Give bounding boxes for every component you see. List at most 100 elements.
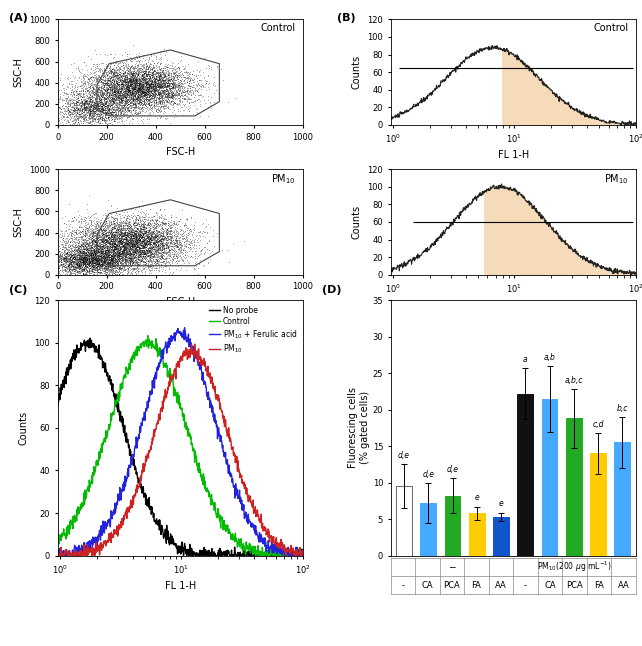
- Point: [135, 63, 146, 73]
- Point: [102, 76, 112, 87]
- Point: [78, 99, 88, 110]
- Point: [89, 231, 100, 242]
- Point: [105, 73, 116, 83]
- Point: [158, 229, 168, 239]
- Point: [138, 229, 148, 239]
- Point: [113, 107, 123, 118]
- Point: [91, 258, 101, 268]
- Point: [83, 238, 93, 249]
- Point: [104, 245, 114, 255]
- Point: [82, 86, 92, 96]
- Point: [97, 227, 107, 238]
- Point: [146, 85, 156, 95]
- Point: [132, 94, 142, 104]
- Point: [82, 256, 92, 267]
- Point: [78, 221, 89, 231]
- Point: [138, 70, 148, 81]
- Point: [100, 239, 110, 249]
- Point: [144, 233, 155, 244]
- Point: [83, 107, 93, 117]
- Point: [125, 81, 135, 91]
- Point: [165, 63, 175, 74]
- Text: (D): (D): [322, 285, 342, 295]
- Point: [120, 90, 130, 101]
- Point: [134, 52, 144, 62]
- Point: [67, 109, 77, 119]
- PM$_{10}$: [114, 532, 121, 540]
- Point: [142, 245, 152, 256]
- Point: [112, 236, 123, 247]
- Point: [92, 261, 103, 271]
- Point: [76, 96, 87, 106]
- Point: [87, 247, 98, 257]
- Point: [117, 116, 128, 127]
- Point: [121, 77, 132, 87]
- Point: [125, 65, 135, 75]
- Point: [143, 95, 153, 105]
- Point: [110, 264, 121, 275]
- Point: [169, 90, 180, 101]
- Point: [59, 255, 69, 265]
- Point: [119, 247, 129, 258]
- Point: [111, 70, 121, 80]
- Point: [123, 236, 133, 247]
- Point: [104, 79, 114, 90]
- Point: [84, 238, 94, 249]
- Point: [101, 82, 111, 92]
- Point: [91, 240, 101, 250]
- Point: [60, 233, 71, 244]
- Point: [199, 72, 209, 83]
- Point: [82, 93, 92, 103]
- Point: [141, 236, 152, 246]
- Point: [125, 85, 135, 96]
- Point: [89, 247, 100, 258]
- Point: [137, 239, 147, 249]
- Point: [114, 69, 125, 79]
- Point: [76, 243, 87, 253]
- Point: [105, 74, 116, 85]
- Point: [120, 105, 130, 116]
- Point: [128, 247, 139, 258]
- Point: [148, 242, 159, 252]
- Point: [74, 249, 84, 259]
- Point: [69, 266, 79, 276]
- Point: [125, 228, 135, 238]
- Point: [173, 103, 183, 114]
- Point: [80, 76, 90, 86]
- Point: [128, 233, 138, 243]
- Point: [121, 234, 131, 244]
- Point: [123, 260, 134, 270]
- Point: [89, 269, 99, 279]
- Point: [137, 74, 147, 85]
- Point: [127, 257, 137, 267]
- Point: [98, 223, 108, 233]
- Point: [132, 242, 142, 252]
- Point: [116, 83, 126, 94]
- Point: [126, 234, 137, 245]
- Point: [141, 74, 152, 84]
- Point: [159, 233, 169, 244]
- Point: [106, 244, 116, 255]
- Point: [130, 80, 140, 90]
- Point: [135, 236, 145, 247]
- Point: [71, 242, 81, 253]
- Point: [107, 222, 117, 233]
- Point: [103, 98, 114, 108]
- Point: [153, 85, 163, 95]
- Point: [113, 70, 123, 80]
- Point: [100, 109, 110, 120]
- Point: [130, 244, 140, 255]
- Point: [135, 218, 146, 229]
- Point: [98, 80, 108, 90]
- Point: [128, 258, 139, 268]
- Point: [123, 63, 134, 73]
- Point: [77, 226, 87, 236]
- Point: [135, 234, 145, 245]
- Point: [159, 75, 169, 85]
- Point: [114, 99, 125, 110]
- Point: [89, 260, 100, 270]
- Point: [134, 226, 144, 236]
- Point: [122, 227, 132, 237]
- Point: [139, 245, 149, 255]
- Point: [96, 255, 106, 266]
